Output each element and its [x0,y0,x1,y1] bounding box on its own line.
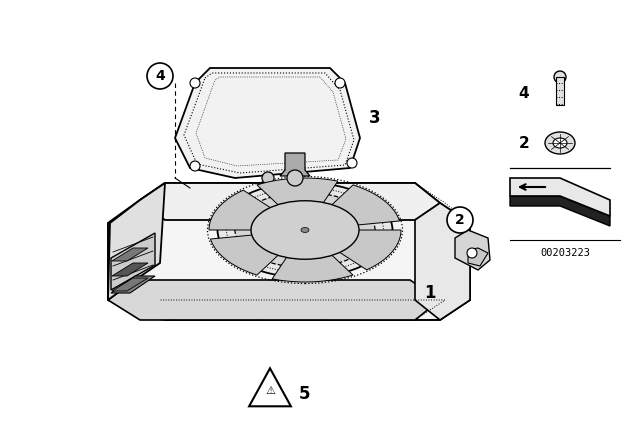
Polygon shape [510,196,610,226]
Ellipse shape [251,201,359,259]
Polygon shape [324,230,401,270]
Polygon shape [108,183,165,300]
Text: 2: 2 [455,213,465,227]
Ellipse shape [545,132,575,154]
Polygon shape [108,183,470,320]
Text: 4: 4 [518,86,529,100]
Circle shape [262,172,274,184]
Text: 5: 5 [300,385,311,403]
Polygon shape [108,280,440,320]
Text: 00203223: 00203223 [540,248,590,258]
Bar [556,77,564,105]
Ellipse shape [218,182,392,277]
Circle shape [347,158,357,168]
Text: 2: 2 [518,135,529,151]
Ellipse shape [235,193,375,267]
Text: 1: 1 [424,284,436,302]
Circle shape [190,78,200,88]
Polygon shape [510,178,610,216]
Polygon shape [320,185,399,227]
Polygon shape [209,190,285,230]
Circle shape [467,248,477,258]
Polygon shape [455,230,490,270]
Polygon shape [112,263,148,276]
Circle shape [287,170,303,186]
Polygon shape [272,244,353,282]
Text: 4: 4 [155,69,165,83]
Circle shape [190,161,200,171]
Ellipse shape [301,228,309,233]
Polygon shape [211,233,290,275]
Circle shape [447,207,473,233]
Polygon shape [111,276,155,293]
Circle shape [335,78,345,88]
Polygon shape [112,278,148,291]
Polygon shape [140,183,440,220]
Polygon shape [111,233,155,290]
Polygon shape [280,153,310,176]
Text: 3: 3 [369,109,381,127]
Ellipse shape [553,138,567,148]
Polygon shape [257,178,338,216]
Polygon shape [468,248,488,266]
Text: ⚠: ⚠ [265,386,275,396]
Circle shape [147,63,173,89]
Polygon shape [175,68,360,178]
Ellipse shape [554,71,566,83]
Polygon shape [112,248,148,261]
Polygon shape [415,203,470,320]
